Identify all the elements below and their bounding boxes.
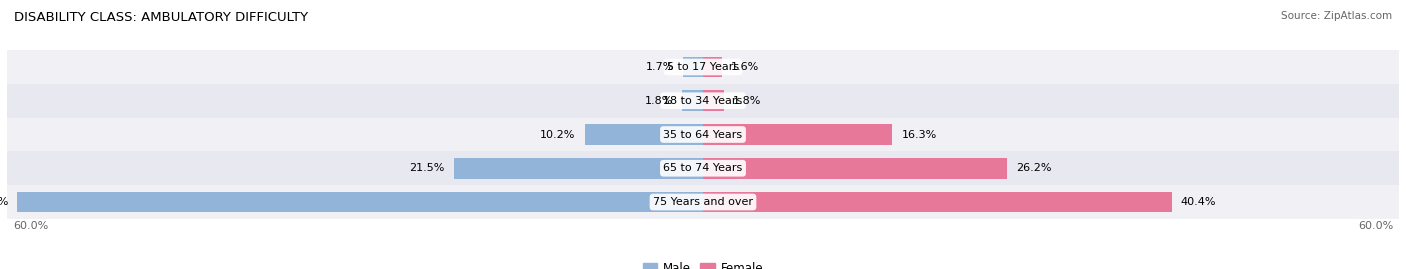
- Text: 65 to 74 Years: 65 to 74 Years: [664, 163, 742, 173]
- Bar: [17, 192, 703, 213]
- Text: 40.4%: 40.4%: [1181, 197, 1216, 207]
- Text: 60.0%: 60.0%: [1358, 221, 1393, 231]
- Bar: [703, 56, 721, 77]
- Text: 35 to 64 Years: 35 to 64 Years: [664, 129, 742, 140]
- Bar: [7, 185, 1399, 219]
- Bar: [703, 158, 1007, 179]
- Text: 16.3%: 16.3%: [901, 129, 936, 140]
- Text: 18 to 34 Years: 18 to 34 Years: [664, 96, 742, 106]
- Text: 1.7%: 1.7%: [645, 62, 673, 72]
- Bar: [454, 158, 703, 179]
- Bar: [703, 124, 891, 145]
- Bar: [683, 56, 703, 77]
- Bar: [7, 84, 1399, 118]
- Bar: [7, 118, 1399, 151]
- Text: 1.8%: 1.8%: [733, 96, 762, 106]
- Text: 21.5%: 21.5%: [409, 163, 444, 173]
- Text: DISABILITY CLASS: AMBULATORY DIFFICULTY: DISABILITY CLASS: AMBULATORY DIFFICULTY: [14, 11, 308, 24]
- Text: 60.0%: 60.0%: [13, 221, 48, 231]
- Text: 59.1%: 59.1%: [0, 197, 8, 207]
- Legend: Male, Female: Male, Female: [638, 258, 768, 269]
- Text: 10.2%: 10.2%: [540, 129, 575, 140]
- Bar: [703, 90, 724, 111]
- Bar: [7, 50, 1399, 84]
- Text: 75 Years and over: 75 Years and over: [652, 197, 754, 207]
- Text: 5 to 17 Years: 5 to 17 Years: [666, 62, 740, 72]
- Bar: [682, 90, 703, 111]
- Text: 1.6%: 1.6%: [731, 62, 759, 72]
- Bar: [703, 192, 1171, 213]
- Text: Source: ZipAtlas.com: Source: ZipAtlas.com: [1281, 11, 1392, 21]
- Bar: [7, 151, 1399, 185]
- Text: 26.2%: 26.2%: [1017, 163, 1052, 173]
- Text: 1.8%: 1.8%: [644, 96, 673, 106]
- Bar: [585, 124, 703, 145]
